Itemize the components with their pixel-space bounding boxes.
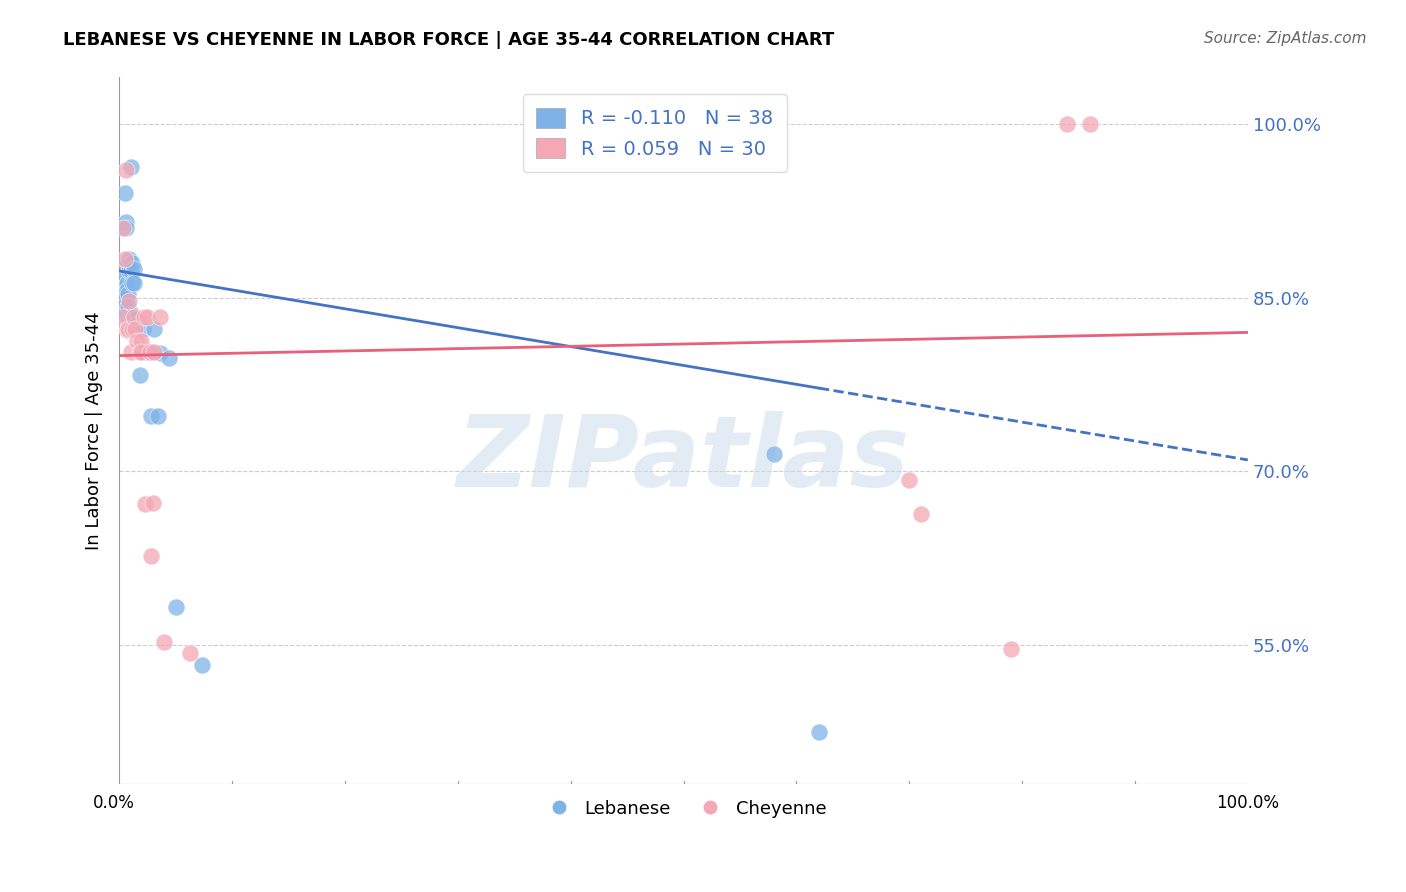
Point xyxy=(1000,641,1022,656)
Point xyxy=(132,322,155,336)
Point xyxy=(118,264,141,278)
Point xyxy=(127,334,149,348)
Point xyxy=(112,307,135,321)
Point xyxy=(115,283,138,297)
Point xyxy=(128,345,150,359)
Point xyxy=(121,256,143,270)
Point xyxy=(111,281,134,295)
Point xyxy=(142,496,165,510)
Point xyxy=(132,310,155,325)
Point xyxy=(111,261,134,276)
Point xyxy=(149,346,172,360)
Point xyxy=(165,600,187,615)
Point xyxy=(120,264,142,278)
Point xyxy=(112,299,135,313)
Point xyxy=(138,345,160,359)
Point xyxy=(118,294,141,309)
Point xyxy=(910,508,932,522)
Text: 100.0%: 100.0% xyxy=(1216,794,1279,812)
Point xyxy=(122,310,145,325)
Text: 0.0%: 0.0% xyxy=(93,794,135,812)
Point xyxy=(121,276,143,290)
Point xyxy=(129,334,152,348)
Point xyxy=(153,635,176,649)
Point xyxy=(114,252,136,267)
Point xyxy=(128,368,150,383)
Point xyxy=(190,658,212,673)
Text: Source: ZipAtlas.com: Source: ZipAtlas.com xyxy=(1204,31,1367,46)
Point xyxy=(122,261,145,276)
Point xyxy=(121,322,143,336)
Point xyxy=(136,310,159,325)
Point xyxy=(134,345,156,359)
Point xyxy=(807,725,830,739)
Point xyxy=(125,318,148,333)
Point xyxy=(111,221,134,235)
Point xyxy=(124,311,146,326)
Point xyxy=(111,291,134,305)
Point xyxy=(121,308,143,322)
Point xyxy=(149,310,172,325)
Point xyxy=(146,409,169,423)
Point xyxy=(129,345,152,359)
Point xyxy=(120,160,142,174)
Point xyxy=(114,186,136,201)
Point xyxy=(139,345,162,359)
Point xyxy=(157,351,180,365)
Point xyxy=(110,310,132,325)
Point xyxy=(118,252,141,267)
Point xyxy=(139,409,162,423)
Point xyxy=(111,273,134,287)
Point xyxy=(124,322,146,336)
Point xyxy=(134,497,156,511)
Point xyxy=(143,322,166,336)
Legend: Lebanese, Cheyenne: Lebanese, Cheyenne xyxy=(534,792,834,825)
Point xyxy=(117,287,139,301)
Y-axis label: In Labor Force | Age 35-44: In Labor Force | Age 35-44 xyxy=(86,311,103,550)
Point xyxy=(1056,117,1078,131)
Point xyxy=(115,323,138,337)
Point xyxy=(762,447,785,461)
Point xyxy=(115,221,138,235)
Point xyxy=(179,647,201,661)
Point xyxy=(122,276,145,290)
Point xyxy=(117,322,139,336)
Point xyxy=(117,299,139,313)
Point xyxy=(1078,117,1101,131)
Text: LEBANESE VS CHEYENNE IN LABOR FORCE | AGE 35-44 CORRELATION CHART: LEBANESE VS CHEYENNE IN LABOR FORCE | AG… xyxy=(63,31,835,49)
Point xyxy=(898,473,921,487)
Point xyxy=(115,276,138,290)
Text: ZIPatlas: ZIPatlas xyxy=(457,410,910,508)
Point xyxy=(120,345,142,359)
Point xyxy=(139,549,162,563)
Point xyxy=(115,163,138,178)
Point xyxy=(125,311,148,326)
Point xyxy=(115,215,138,229)
Point xyxy=(143,345,166,359)
